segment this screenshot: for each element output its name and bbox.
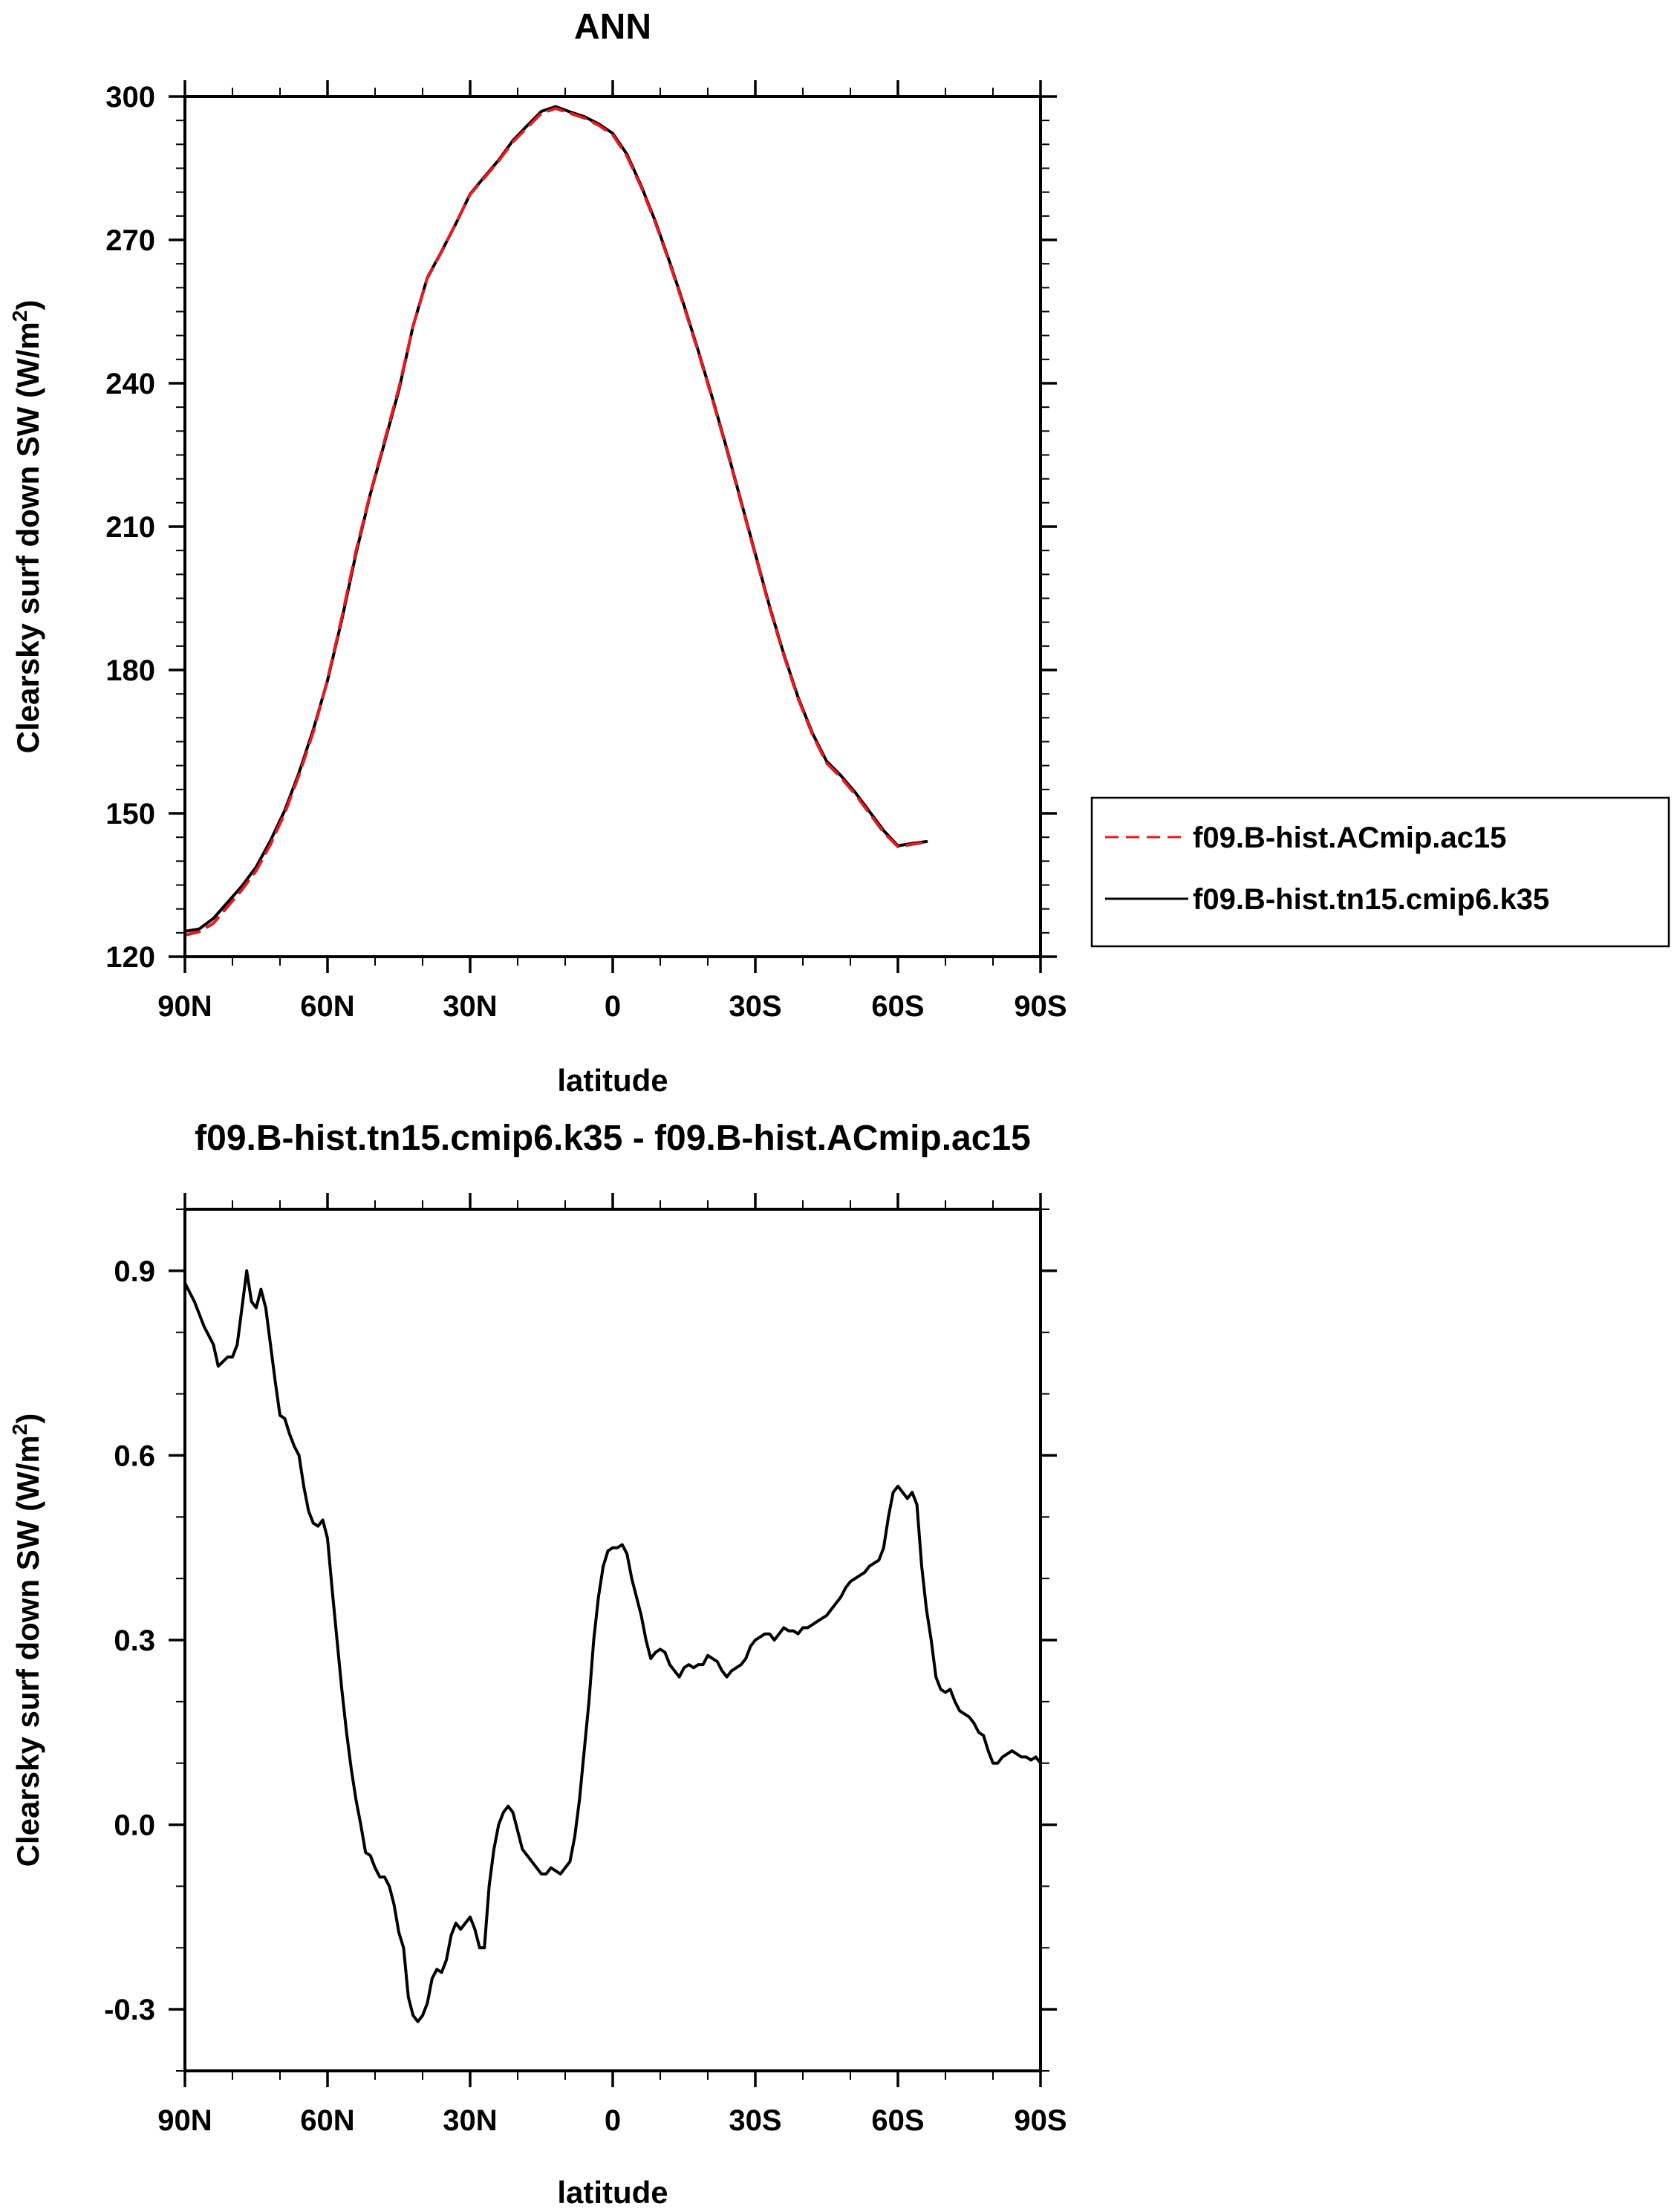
top-y-tick-label: 270 (105, 224, 155, 257)
bottom-y-axis-title-main: Clearsky surf down SW (W/m (10, 1435, 45, 1867)
bottom-x-tick-label: 60S (871, 2104, 924, 2137)
bottom-y-axis-title-tail: ) (10, 1414, 45, 1424)
bottom-y-tick-label: -0.3 (104, 1994, 155, 2026)
top-series-lines (183, 105, 928, 937)
bottom-plot-frame (183, 1208, 1042, 2072)
bottom-y-axis-title: Clearsky surf down SW (W/m2) (8, 1414, 45, 1867)
top-y-tick-label: 300 (105, 81, 155, 114)
bottom-y-tick-label: 0.3 (114, 1624, 155, 1657)
top-x-tick-label: 90N (157, 990, 212, 1023)
bottom-y-axis-title-sup: 2 (8, 1424, 31, 1436)
top-x-tick-label: 0 (605, 990, 621, 1023)
top-y-axis-title-tail: ) (10, 300, 45, 310)
top-x-tick-label: 30S (729, 990, 781, 1023)
top-x-tick-label: 90S (1014, 990, 1067, 1023)
top-y-axis-title-sup: 2 (8, 310, 31, 322)
top-y-tick-label: 150 (105, 798, 155, 830)
bottom-series-lines (183, 1269, 1042, 2023)
bottom-x-tick-label: 0 (605, 2104, 621, 2137)
legend-box (1090, 796, 1670, 948)
top-panel: ANN 90N 60N 30N 0 30S 60S 90S 120 150 180 210 240 27… (8, 7, 1670, 1098)
bottom-y-tick-label: 0.9 (114, 1255, 155, 1288)
bottom-chart-title: f09.B-hist.tn15.cmip6.k35 - f09.B-hist.A… (195, 1119, 1031, 1158)
top-x-tick-label: 60S (871, 990, 924, 1023)
legend: f09.B-hist.ACmip.ac15 f09.B-hist.tn15.cm… (1090, 796, 1670, 948)
top-y-tick-label: 120 (105, 941, 155, 974)
bottom-x-tick-label: 30S (729, 2104, 781, 2137)
bottom-axis-ticks: 90N 60N 30N 0 30S 60S 90S -0.3 0.0 0.3 0.6 0.9 (104, 1193, 1067, 2137)
bottom-y-tick-label: 0.6 (114, 1440, 155, 1472)
top-x-tick-label: 60N (300, 990, 354, 1023)
top-y-tick-label: 210 (105, 511, 155, 544)
top-plot-frame (183, 95, 1042, 958)
bottom-x-tick-label: 90S (1014, 2104, 1067, 2137)
bottom-panel: f09.B-hist.tn15.cmip6.k35 - f09.B-hist.A… (8, 1119, 1067, 2210)
bottom-x-tick-label: 30N (443, 2104, 497, 2137)
top-x-axis-title: latitude (557, 1063, 668, 1098)
legend-label-k35: f09.B-hist.tn15.cmip6.k35 (1193, 883, 1549, 916)
top-x-tick-label: 30N (443, 990, 497, 1023)
bottom-y-tick-label: 0.0 (114, 1809, 155, 1842)
top-series-line-1 (183, 105, 928, 933)
top-series-line-0 (183, 107, 928, 937)
top-y-axis-title-main: Clearsky surf down SW (W/m (10, 322, 45, 753)
top-y-tick-label: 240 (105, 368, 155, 400)
bottom-x-tick-label: 90N (157, 2104, 212, 2137)
top-y-tick-label: 180 (105, 654, 155, 687)
bottom-x-axis-title: latitude (557, 2175, 668, 2210)
bottom-x-tick-label: 60N (300, 2104, 354, 2137)
legend-label-ac15: f09.B-hist.ACmip.ac15 (1193, 822, 1506, 854)
top-chart-title: ANN (574, 7, 651, 47)
top-y-axis-title: Clearsky surf down SW (W/m2) (8, 300, 45, 754)
bottom-series-line-0 (183, 1269, 1042, 2023)
